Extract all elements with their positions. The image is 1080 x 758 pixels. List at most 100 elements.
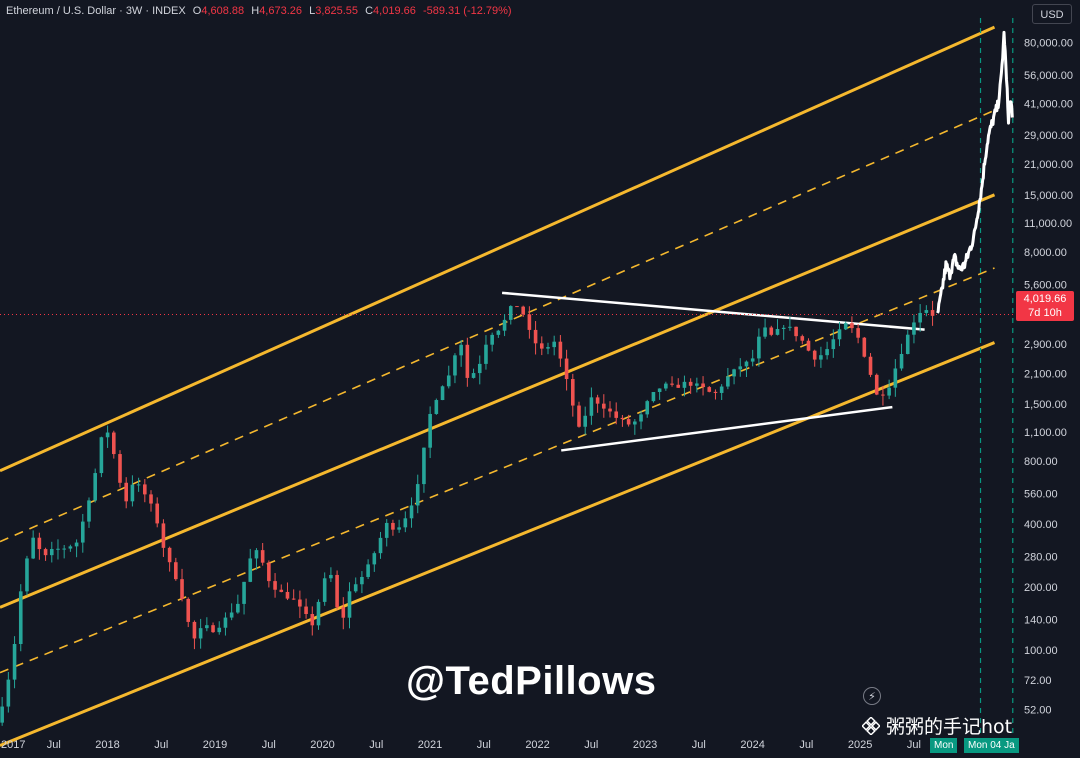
lightning-icon[interactable]: ⚡ bbox=[863, 687, 881, 705]
candle-down bbox=[521, 306, 525, 315]
candle-up bbox=[353, 584, 358, 592]
y-tick-label: 280.00 bbox=[1024, 552, 1058, 564]
candle-down bbox=[167, 547, 172, 563]
channel-line-5 bbox=[0, 341, 996, 747]
y-tick-label: 41,000.00 bbox=[1024, 98, 1073, 110]
candle-down bbox=[602, 403, 606, 409]
candle-up bbox=[918, 312, 922, 323]
candle-up bbox=[490, 334, 494, 345]
candle-up bbox=[93, 473, 97, 501]
candle-down bbox=[676, 384, 681, 388]
candle-down bbox=[124, 482, 129, 502]
candle-down bbox=[626, 419, 631, 425]
x-tick-label: 2021 bbox=[418, 739, 442, 751]
candle-up bbox=[198, 628, 203, 639]
symbol-header: Ethereum / U.S. Dollar · 3W · INDEX O4,6… bbox=[6, 5, 512, 17]
candle-up bbox=[12, 644, 17, 680]
x-tick-label: Jul bbox=[47, 739, 61, 751]
candle-down bbox=[806, 340, 811, 351]
candle-up bbox=[223, 617, 228, 628]
candle-up bbox=[136, 484, 141, 486]
candle-down bbox=[211, 625, 215, 633]
channel-line-3 bbox=[0, 193, 996, 609]
candle-up bbox=[0, 706, 4, 723]
candle-up bbox=[18, 591, 23, 645]
candle-up bbox=[750, 358, 755, 362]
y-tick-label: 800.00 bbox=[1024, 456, 1058, 468]
candle-up bbox=[403, 518, 408, 528]
open-value: 4,608.88 bbox=[201, 5, 245, 17]
high-value: 4,673.26 bbox=[259, 5, 303, 17]
candle-down bbox=[701, 383, 705, 388]
y-tick-label: 80,000.00 bbox=[1024, 38, 1073, 50]
candle-up bbox=[49, 549, 54, 556]
candle-up bbox=[384, 522, 389, 538]
candle-down bbox=[143, 484, 147, 495]
candle-up bbox=[484, 344, 488, 364]
candle-up bbox=[744, 361, 749, 367]
x-tick-label: Jul bbox=[369, 739, 383, 751]
triangle-upper-line bbox=[501, 291, 925, 331]
candle-up bbox=[248, 558, 253, 582]
candle-down bbox=[881, 394, 885, 396]
candle-down bbox=[874, 374, 879, 395]
binance-logo-icon bbox=[862, 717, 880, 735]
candle-down bbox=[43, 549, 48, 556]
time-marker-1: Mon bbox=[930, 738, 958, 753]
candle-up bbox=[757, 336, 761, 359]
y-tick-label: 140.00 bbox=[1024, 615, 1058, 627]
x-tick-label: 2017 bbox=[1, 739, 25, 751]
candle-down bbox=[570, 379, 575, 406]
candle-up bbox=[446, 375, 451, 387]
candle-up bbox=[453, 355, 457, 376]
x-tick-label: 2022 bbox=[525, 739, 549, 751]
candle-up bbox=[819, 355, 823, 360]
candle-down bbox=[688, 381, 693, 386]
projection-path bbox=[936, 30, 1014, 314]
x-tick-label: 2019 bbox=[203, 739, 227, 751]
x-tick-label: 2018 bbox=[95, 739, 119, 751]
candle-down bbox=[800, 336, 805, 341]
candle-down bbox=[149, 494, 153, 504]
candle-down bbox=[267, 562, 271, 582]
candle-up bbox=[546, 347, 550, 349]
candle-up bbox=[409, 505, 414, 519]
candle-up bbox=[633, 421, 637, 425]
candle-up bbox=[229, 612, 234, 618]
currency-button[interactable]: USD bbox=[1032, 4, 1072, 24]
candle-up bbox=[366, 564, 370, 577]
candle-down bbox=[515, 306, 519, 308]
candle-down bbox=[812, 350, 817, 360]
candle-up bbox=[217, 627, 222, 633]
candle-up bbox=[415, 484, 420, 506]
candle-up bbox=[80, 521, 85, 543]
candle-down bbox=[595, 397, 600, 404]
credit-text: 粥粥的手记hot bbox=[886, 716, 1013, 738]
low-label: L bbox=[309, 5, 316, 17]
candle-up bbox=[788, 326, 792, 328]
candle-up bbox=[775, 328, 780, 335]
candle-up bbox=[831, 339, 836, 350]
candle-up bbox=[508, 306, 513, 320]
candle-up bbox=[87, 500, 91, 522]
candle-up bbox=[322, 578, 327, 602]
y-tick-label: 21,000.00 bbox=[1024, 159, 1073, 171]
candle-up bbox=[372, 553, 377, 565]
y-tick-label: 5,600.00 bbox=[1024, 279, 1067, 291]
candle-down bbox=[304, 606, 308, 614]
candle-up bbox=[664, 383, 668, 389]
candle-up bbox=[242, 581, 246, 604]
candle-up bbox=[440, 386, 445, 401]
candle-down bbox=[298, 599, 302, 607]
x-tick-label: 2020 bbox=[310, 739, 334, 751]
x-tick-label: 2024 bbox=[740, 739, 764, 751]
channel-line-4 bbox=[0, 267, 995, 674]
candle-up bbox=[899, 353, 904, 369]
y-tick-label: 52.00 bbox=[1024, 705, 1052, 717]
candle-up bbox=[434, 400, 439, 414]
x-tick-label: 2023 bbox=[633, 739, 657, 751]
candle-up bbox=[502, 319, 507, 331]
candle-down bbox=[285, 591, 290, 599]
candle-down bbox=[620, 417, 625, 420]
